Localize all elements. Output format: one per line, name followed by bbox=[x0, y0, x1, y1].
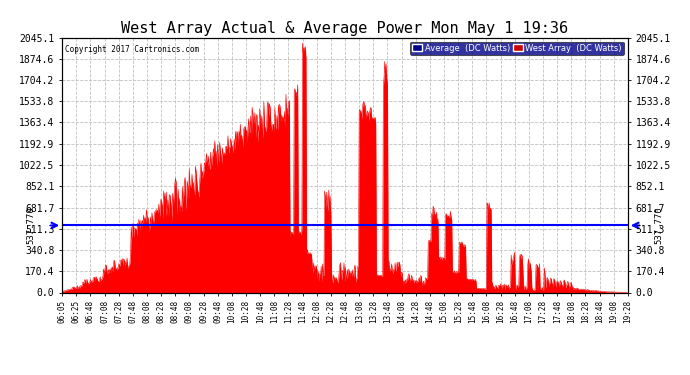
Legend: Average  (DC Watts), West Array  (DC Watts): Average (DC Watts), West Array (DC Watts… bbox=[411, 42, 624, 55]
Title: West Array Actual & Average Power Mon May 1 19:36: West Array Actual & Average Power Mon Ma… bbox=[121, 21, 569, 36]
Text: Copyright 2017 Cartronics.com: Copyright 2017 Cartronics.com bbox=[65, 45, 199, 54]
Text: 537.770: 537.770 bbox=[26, 207, 35, 244]
Text: 537.770: 537.770 bbox=[655, 207, 664, 244]
